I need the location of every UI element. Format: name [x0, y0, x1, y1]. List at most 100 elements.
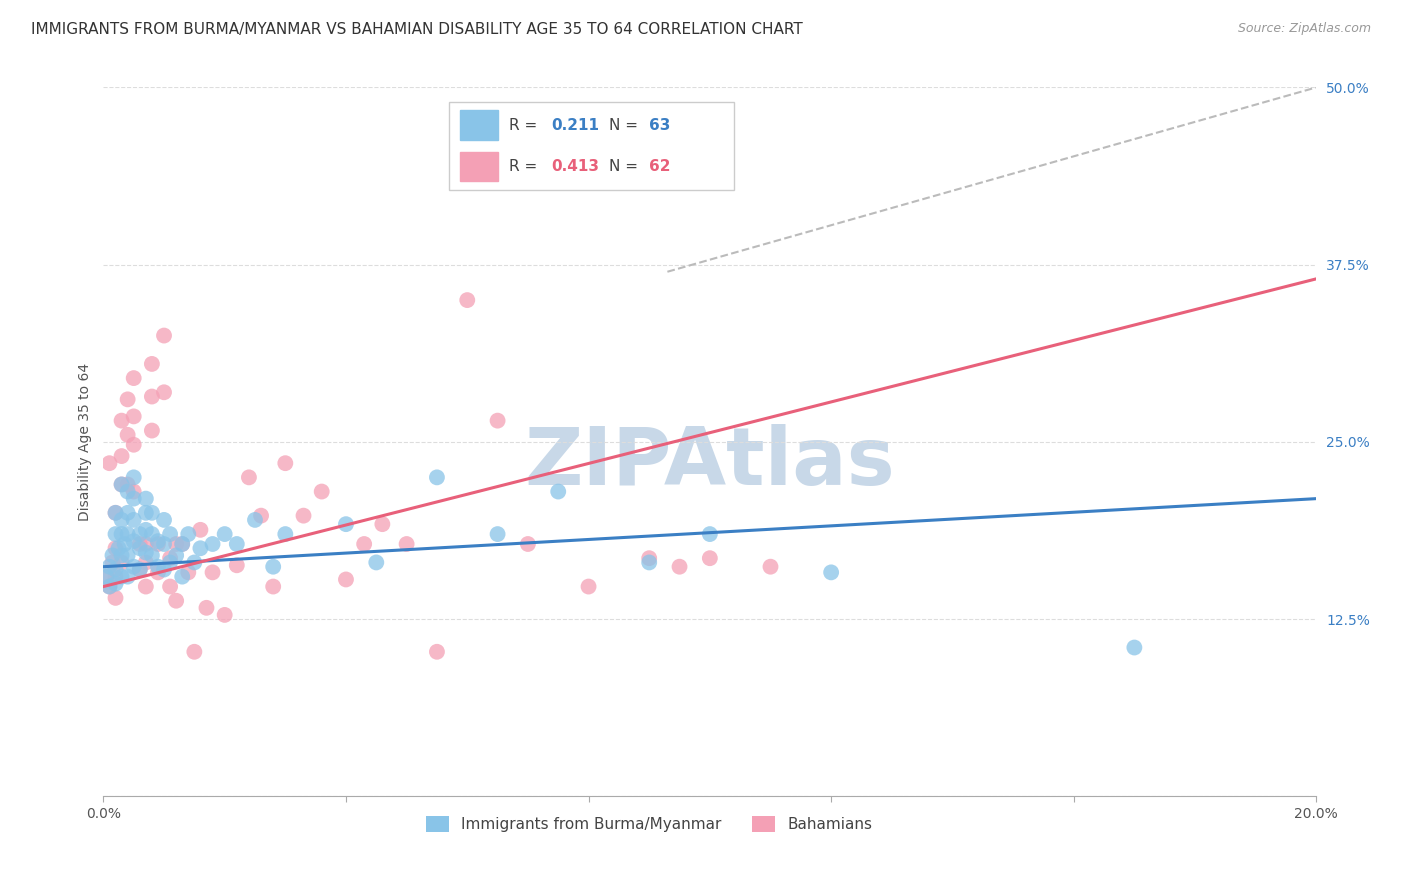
Point	[153, 562, 176, 576]
Point	[578, 580, 600, 594]
Point	[172, 537, 194, 551]
Point	[371, 517, 394, 532]
Point	[426, 470, 449, 484]
Point	[159, 556, 181, 570]
Point	[104, 506, 127, 520]
Point	[183, 645, 205, 659]
Point	[122, 559, 145, 574]
Point	[638, 551, 661, 566]
Point	[141, 390, 163, 404]
Point	[141, 424, 163, 438]
Point	[104, 527, 127, 541]
Point	[122, 438, 145, 452]
Point	[177, 527, 200, 541]
Text: Source: ZipAtlas.com: Source: ZipAtlas.com	[1237, 22, 1371, 36]
Point	[243, 513, 266, 527]
Point	[516, 537, 538, 551]
Point	[141, 549, 163, 563]
Point	[96, 569, 118, 583]
Point	[820, 566, 842, 580]
Point	[668, 559, 690, 574]
Point	[104, 576, 127, 591]
Point	[190, 541, 212, 556]
Point	[183, 556, 205, 570]
Point	[104, 591, 127, 605]
Point	[114, 537, 136, 551]
Point	[638, 556, 661, 570]
Point	[159, 527, 181, 541]
Point	[699, 551, 721, 566]
Point	[699, 527, 721, 541]
Point	[128, 537, 150, 551]
Point	[159, 580, 181, 594]
Point	[117, 477, 139, 491]
Point	[214, 527, 236, 541]
Point	[122, 409, 145, 424]
Point	[104, 569, 127, 583]
Point	[128, 541, 150, 556]
Point	[117, 569, 139, 583]
Point	[262, 559, 284, 574]
Point	[128, 562, 150, 576]
Point	[335, 517, 357, 532]
Point	[486, 527, 509, 541]
Point	[117, 549, 139, 563]
Point	[110, 477, 132, 491]
Point	[274, 527, 297, 541]
Point	[262, 580, 284, 594]
Point	[110, 449, 132, 463]
Point	[110, 414, 132, 428]
Point	[117, 427, 139, 442]
Point	[110, 549, 132, 563]
Point	[141, 357, 163, 371]
Point	[146, 537, 169, 551]
Point	[128, 562, 150, 576]
Point	[122, 371, 145, 385]
Point	[165, 593, 187, 607]
Point	[110, 556, 132, 570]
Point	[104, 541, 127, 556]
Point	[135, 506, 157, 520]
Point	[110, 477, 132, 491]
Point	[238, 470, 260, 484]
Point	[250, 508, 273, 523]
Point	[426, 645, 449, 659]
Point	[177, 566, 200, 580]
Point	[128, 527, 150, 541]
Point	[335, 573, 357, 587]
Point	[117, 527, 139, 541]
Text: ZIPAtlas: ZIPAtlas	[524, 425, 896, 502]
Point	[98, 580, 121, 594]
Point	[135, 580, 157, 594]
Point	[98, 559, 121, 574]
Point	[274, 456, 297, 470]
Point	[117, 392, 139, 407]
Point	[190, 523, 212, 537]
Point	[141, 527, 163, 541]
Point	[104, 506, 127, 520]
Y-axis label: Disability Age 35 to 64: Disability Age 35 to 64	[79, 363, 93, 521]
Point	[366, 556, 388, 570]
Point	[96, 569, 118, 583]
Point	[98, 580, 121, 594]
Point	[122, 470, 145, 484]
Text: IMMIGRANTS FROM BURMA/MYANMAR VS BAHAMIAN DISABILITY AGE 35 TO 64 CORRELATION CH: IMMIGRANTS FROM BURMA/MYANMAR VS BAHAMIA…	[31, 22, 803, 37]
Point	[122, 484, 145, 499]
Point	[101, 549, 124, 563]
Point	[486, 414, 509, 428]
Point	[456, 293, 478, 307]
Point	[165, 549, 187, 563]
Point	[135, 491, 157, 506]
Legend: Immigrants from Burma/Myanmar, Bahamians: Immigrants from Burma/Myanmar, Bahamians	[420, 810, 879, 838]
Point	[165, 537, 187, 551]
Point	[153, 328, 176, 343]
Point	[122, 491, 145, 506]
Point	[146, 534, 169, 549]
Point	[759, 559, 782, 574]
Point	[146, 566, 169, 580]
Point	[122, 513, 145, 527]
Point	[110, 569, 132, 583]
Point	[153, 537, 176, 551]
Point	[146, 559, 169, 574]
Point	[395, 537, 418, 551]
